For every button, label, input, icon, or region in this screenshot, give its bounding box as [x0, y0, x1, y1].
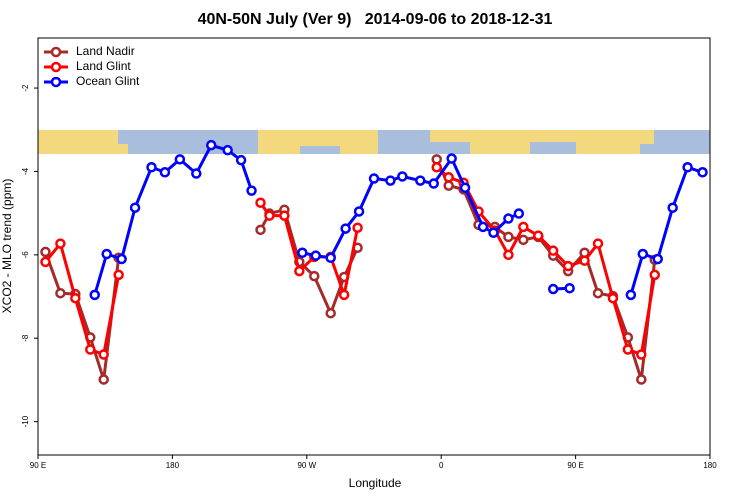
legend-marker	[50, 61, 62, 73]
data-point	[636, 349, 647, 360]
data-point	[625, 289, 637, 301]
data-point	[159, 167, 171, 178]
plot-frame	[37, 37, 711, 456]
data-point	[368, 173, 380, 184]
data-point	[129, 202, 141, 213]
data-point	[562, 260, 574, 272]
data-point	[518, 234, 529, 246]
data-point	[113, 269, 124, 281]
data-point	[205, 139, 217, 151]
data-point	[85, 344, 96, 355]
data-point	[89, 289, 100, 301]
data-point	[518, 221, 529, 233]
data-point	[294, 265, 305, 277]
data-point	[397, 171, 408, 182]
x-tick-label: 180	[703, 461, 717, 470]
data-point	[415, 175, 426, 186]
data-point	[682, 162, 693, 173]
x-axis-label: Longitude	[349, 476, 402, 490]
data-point	[592, 238, 604, 249]
y-tick-label: -6	[21, 251, 30, 259]
data-point	[255, 224, 266, 236]
data-point	[649, 269, 660, 281]
data-point	[547, 283, 559, 295]
data-point	[459, 182, 471, 193]
data-point	[325, 252, 336, 264]
x-tick-label: 90 W	[297, 461, 316, 470]
data-point	[309, 270, 320, 282]
series-line	[44, 166, 657, 357]
data-point	[340, 223, 351, 234]
data-point	[431, 162, 442, 173]
data-point	[116, 253, 127, 265]
data-point	[622, 344, 634, 355]
x-tick-label: 180	[166, 461, 180, 470]
data-point	[40, 256, 51, 268]
y-tick-label: -4	[21, 167, 30, 175]
data-point	[564, 282, 575, 294]
data-point	[477, 221, 489, 233]
y-tick-label: -10	[21, 415, 30, 427]
x-tick-label: 0	[439, 461, 444, 470]
data-point	[443, 172, 454, 183]
data-point	[513, 208, 525, 219]
data-point	[98, 374, 109, 385]
data-point	[352, 222, 363, 233]
x-tick-label: 90 E	[30, 461, 46, 470]
legend-label: Ocean Glint	[76, 74, 140, 88]
data-point	[385, 175, 396, 186]
x-tick-label: 90 E	[567, 461, 583, 470]
data-point	[235, 154, 247, 166]
data-point	[443, 180, 454, 191]
data-point	[503, 249, 514, 261]
data-point	[55, 287, 66, 299]
legend-label: Land Nadir	[76, 44, 135, 58]
series-line	[93, 143, 704, 296]
data-point	[310, 250, 322, 261]
data-point	[174, 154, 186, 165]
data-point	[607, 292, 619, 304]
data-point	[637, 248, 649, 260]
data-point	[503, 231, 514, 243]
data-point	[40, 246, 51, 258]
data-point	[503, 213, 514, 224]
data-point	[428, 178, 439, 189]
data-point	[592, 287, 604, 299]
data-point	[667, 202, 678, 213]
data-point	[70, 292, 81, 304]
data-point	[297, 247, 308, 259]
data-point	[697, 167, 708, 178]
legend-marker	[50, 46, 62, 58]
data-point	[488, 227, 499, 238]
data-point	[191, 168, 202, 179]
data-point	[255, 197, 266, 208]
data-point	[98, 349, 109, 360]
legend-marker	[50, 76, 62, 88]
data-point	[547, 245, 559, 256]
data-point	[533, 230, 544, 241]
data-point	[55, 238, 66, 249]
data-point	[652, 253, 663, 265]
map-strip	[38, 130, 710, 154]
data-point	[146, 162, 157, 173]
data-point	[264, 210, 275, 221]
data-point	[338, 289, 350, 301]
data-point	[446, 153, 457, 164]
data-point	[222, 144, 233, 156]
data-point	[636, 374, 647, 385]
data-point	[279, 210, 290, 221]
data-point	[353, 206, 365, 217]
y-axis-label: XCO2 - MLO trend (ppm)	[0, 179, 14, 314]
chart-title: 40N-50N July (Ver 9) 2014-09-06 to 2018-…	[198, 11, 553, 28]
data-point	[579, 255, 590, 266]
y-tick-label: -8	[21, 334, 30, 342]
y-tick-label: -2	[21, 84, 30, 92]
data-point	[325, 307, 336, 319]
data-point	[246, 185, 257, 196]
legend-label: Land Glint	[76, 59, 131, 73]
data-point	[101, 248, 112, 260]
